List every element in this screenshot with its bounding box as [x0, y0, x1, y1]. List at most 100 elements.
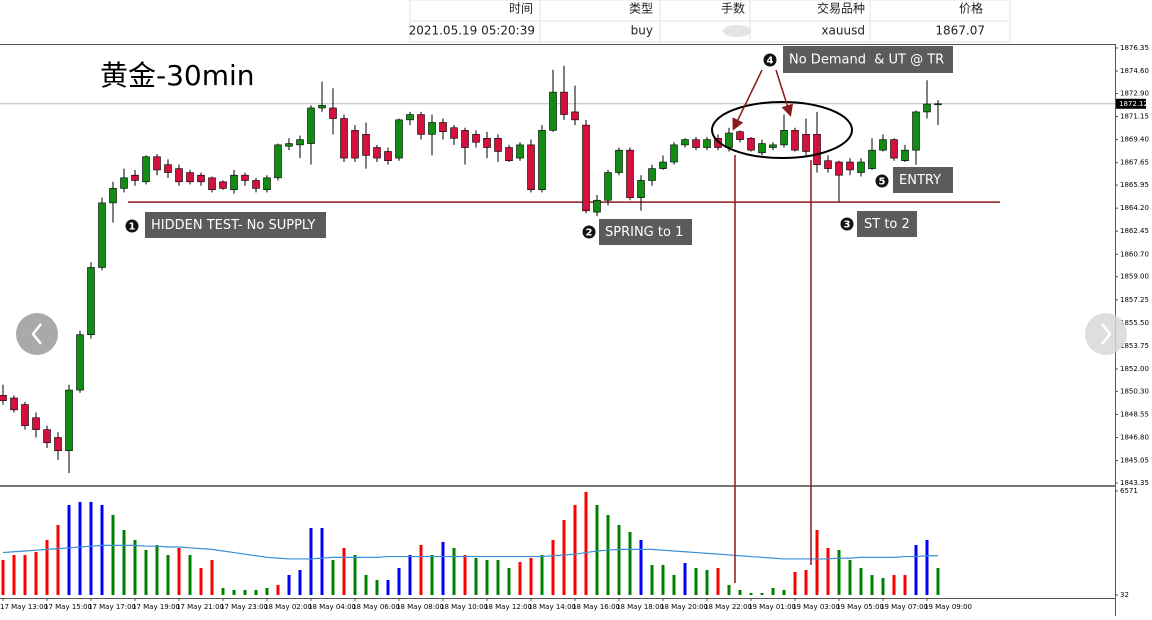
table-cell: buy	[631, 24, 653, 38]
candle-body	[263, 177, 271, 191]
next-button-circle[interactable]	[1085, 313, 1127, 355]
volume-bar	[111, 514, 115, 595]
annotation-text: HIDDEN TEST- No SUPPLY	[151, 218, 315, 233]
candle-body	[692, 139, 700, 148]
chart-title: 黄金-30min	[100, 59, 255, 92]
volume-bar	[848, 559, 852, 595]
candle-body	[142, 156, 150, 183]
candle-body	[384, 151, 392, 162]
candle-body	[703, 139, 711, 148]
volume-bar	[925, 539, 929, 595]
volume-bar	[353, 554, 357, 595]
volume-bar	[650, 564, 654, 595]
y-tick-label: 1857.25	[1120, 296, 1149, 304]
y-tick-label: 1860.70	[1120, 250, 1149, 258]
candle-body	[406, 114, 414, 121]
candle-body	[318, 105, 326, 109]
volume-bar	[672, 574, 676, 595]
badge-number: 2	[586, 228, 593, 239]
candle-body	[538, 130, 546, 191]
annotation-box	[599, 219, 692, 245]
volume-bar	[188, 554, 192, 595]
candle-body	[901, 149, 909, 162]
candle-body	[461, 130, 469, 148]
candle-body	[10, 397, 18, 411]
y-tick-label: 1848.55	[1120, 410, 1149, 418]
volume-bar	[595, 504, 599, 595]
volume-bar	[166, 554, 170, 595]
next-chevron	[1101, 323, 1112, 345]
candle-body	[428, 122, 436, 135]
volume-bar	[100, 504, 104, 595]
candle-body	[648, 168, 656, 181]
next-button[interactable]	[1085, 313, 1127, 355]
candle-body	[527, 144, 535, 191]
volume-bar	[331, 559, 335, 595]
table-cell: 2021.05.19 05:20:39	[409, 24, 535, 38]
candle-body	[373, 147, 381, 159]
volume-bar	[177, 547, 181, 595]
candle-body	[21, 404, 29, 426]
candle-body	[230, 174, 238, 191]
table-header: 价格	[959, 1, 983, 16]
volume-bar	[518, 561, 522, 595]
candle-body	[824, 160, 832, 169]
candle-body	[351, 130, 359, 159]
candle-body	[131, 174, 139, 181]
volume-bar	[749, 592, 753, 595]
candle-body	[395, 119, 403, 159]
table-header: 类型	[629, 2, 653, 16]
badge	[125, 219, 139, 233]
volume-bar	[562, 519, 566, 595]
candle-body	[32, 417, 40, 430]
candle-body	[197, 174, 205, 183]
x-tick-label: 17 May 23:00	[220, 603, 268, 611]
badge	[763, 53, 777, 67]
y-tick-label: 1855.50	[1120, 319, 1149, 327]
x-tick-label: 18 May 04:00	[308, 603, 356, 611]
volume-bar	[716, 567, 720, 595]
x-tick-label: 19 May 05:00	[836, 603, 884, 611]
x-tick-label: 17 May 21:00	[176, 603, 224, 611]
candle-body	[450, 127, 458, 139]
volume-bar	[683, 562, 687, 595]
volume-bar	[694, 567, 698, 595]
prev-button[interactable]	[16, 313, 58, 355]
y-tick-label: 1859.00	[1120, 273, 1149, 281]
candle-body	[43, 429, 51, 444]
volume-bar	[232, 589, 236, 595]
annotation-box	[857, 211, 917, 237]
candle-body	[758, 143, 766, 154]
candle-body	[813, 134, 821, 165]
candle-body	[835, 161, 843, 176]
volume-bar	[67, 504, 71, 595]
volume-bar	[364, 574, 368, 595]
x-tick-label: 18 May 22:00	[704, 603, 752, 611]
prev-button-circle[interactable]	[16, 313, 58, 355]
candle-body	[307, 107, 315, 144]
x-tick-label: 17 May 17:00	[88, 603, 136, 611]
volume-bar	[408, 554, 412, 595]
volume-bar	[1, 559, 5, 595]
current-price-tag	[1116, 98, 1146, 109]
candle-body	[76, 334, 84, 391]
volume-average-line	[2, 544, 938, 560]
volume-bar	[760, 592, 764, 595]
volume-bar	[23, 554, 27, 595]
annotation-text: ST to 2	[864, 217, 910, 232]
volume-bar	[298, 569, 302, 595]
x-tick-label: 18 May 20:00	[660, 603, 708, 611]
volume-bar	[793, 571, 797, 595]
blurred-cell	[723, 25, 751, 37]
x-tick-label: 19 May 07:00	[880, 603, 928, 611]
x-tick-label: 17 May 19:00	[132, 603, 180, 611]
candle-body	[494, 137, 502, 152]
candle-body	[362, 134, 370, 156]
volume-bar	[386, 579, 390, 595]
candle-body	[846, 161, 854, 171]
y-tick-label: 1871.15	[1120, 113, 1149, 121]
candle-body	[571, 111, 579, 121]
volume-bar	[254, 589, 258, 595]
candle-body	[560, 91, 568, 115]
